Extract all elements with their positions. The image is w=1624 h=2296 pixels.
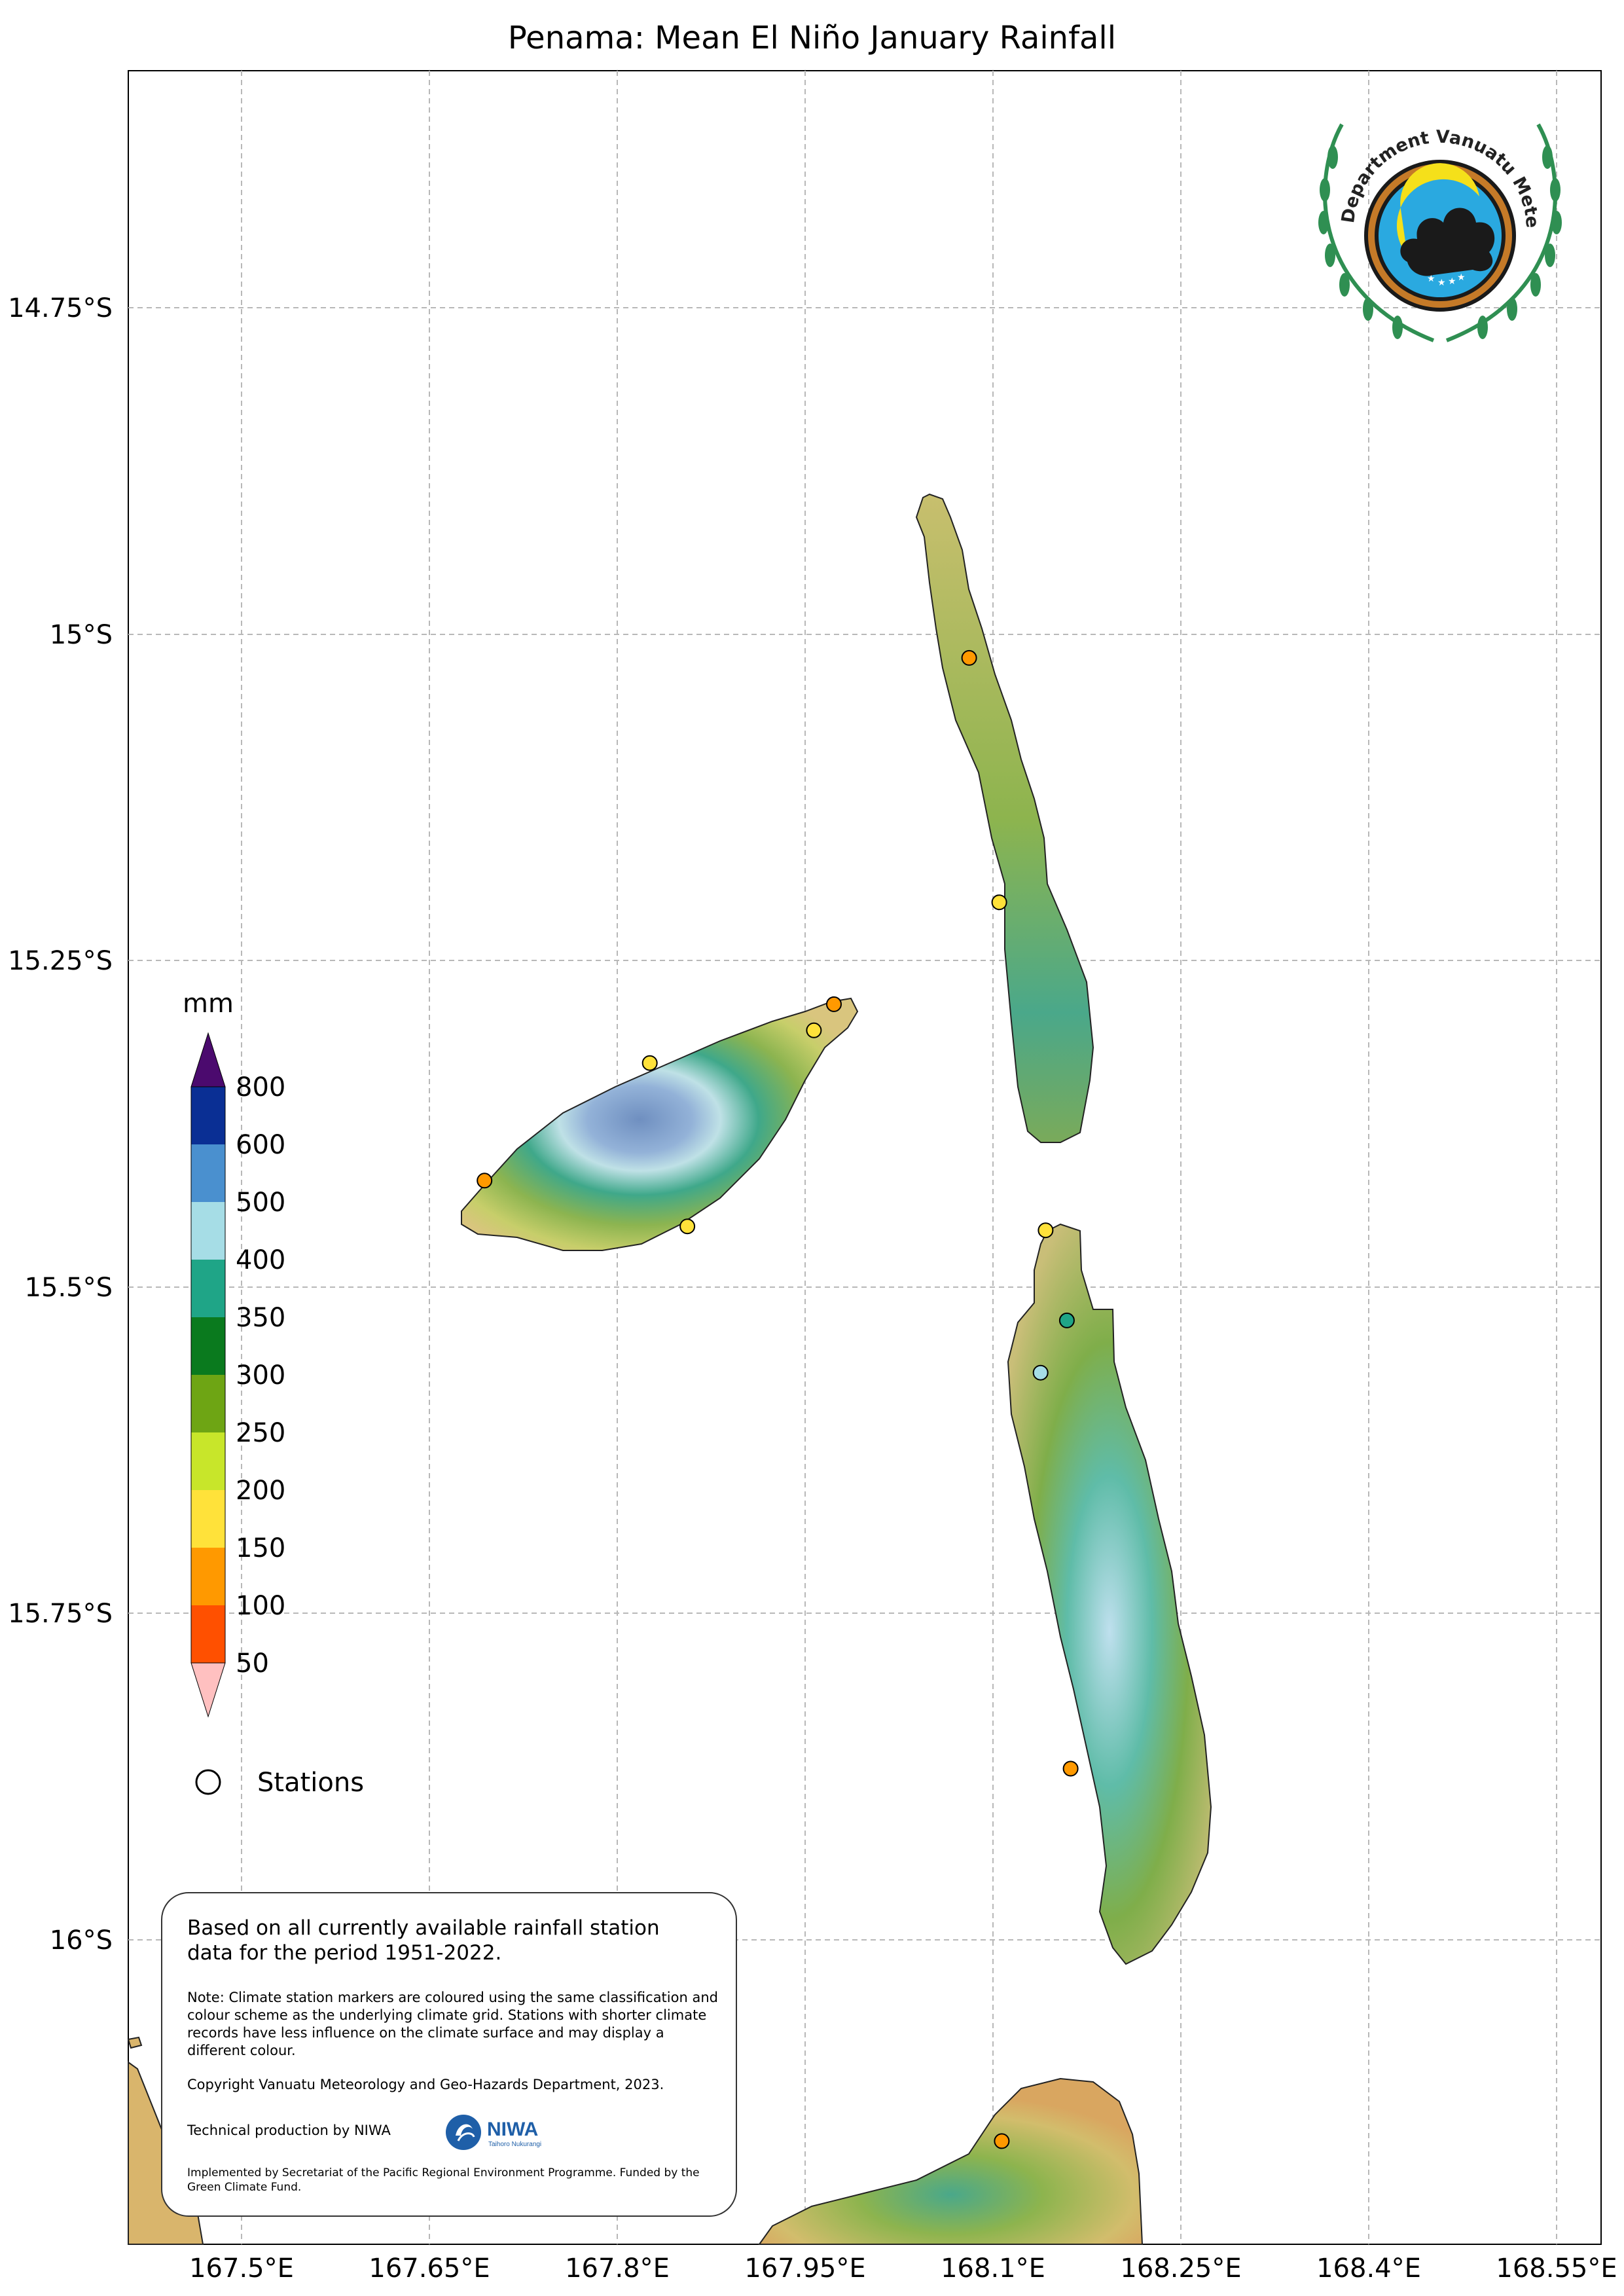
svg-text:★: ★ [1437,278,1446,288]
laurel-leaves [1318,145,1562,339]
lon-label-7: 168.4°E [1316,2253,1421,2284]
lon-label-3: 167.8°E [565,2253,670,2284]
island-south [758,2077,1144,2245]
colorbar: mm 50 100 150 200 250 300 350 400 500 600 800 [183,989,285,1718]
colorbar-tick-label: 800 [236,1072,285,1102]
colorbar-segment [191,1144,225,1202]
island-pentecost [1007,1223,1212,1965]
station-legend-label: Stations [257,1768,364,1798]
lat-label-2: 15°S [50,620,113,650]
station-marker [826,996,842,1012]
colorbar-labels: 50 100 150 200 250 300 350 400 500 600 800 [236,1072,285,1679]
lat-label-3: 15.25°S [8,946,113,976]
lon-label-8: 168.55°E [1496,2253,1617,2284]
niwa-logo: NIWA Taihoro Nukurangi [446,2115,541,2150]
colorbar-segment [191,1317,225,1375]
sun-icon [1396,163,1479,255]
island-ambae [461,997,859,1251]
colorbar-tick-label: 500 [236,1188,285,1218]
station-marker [994,2133,1010,2149]
colorbar-segment [191,1605,225,1663]
svg-text:★: ★ [1457,272,1466,283]
niwa-wordmark: NIWA [487,2119,538,2140]
colorbar-tick-label: 200 [236,1476,285,1506]
colorbar-outline [190,1086,226,1664]
station-marker [991,894,1007,911]
info-copyright: Copyright Vanuatu Meteorology and Geo-Ha… [187,2077,664,2092]
lat-label-6: 16°S [50,1925,113,1956]
svg-text:★: ★ [1427,274,1435,284]
lon-label-5: 168.1°E [941,2253,1045,2284]
longitude-labels: 167.5°E 167.65°E 167.8°E 167.95°E 168.1°… [189,2253,1617,2284]
cloud-icon [1400,208,1495,276]
niwa-subtitle: Taihoro Nukurangi [488,2141,541,2148]
station-marker [961,649,977,666]
stations-layer [477,649,1079,2149]
info-main-text: Based on all currently available rainfal… [187,1916,660,1965]
info-note-text: Note: Climate station markers are colour… [187,1990,718,2058]
colorbar-tick-label: 100 [236,1591,285,1621]
colorbar-segment [191,1202,225,1260]
lon-label-1: 167.5°E [189,2253,294,2284]
lon-label-2: 167.65°E [369,2253,490,2284]
colorbar-segment [191,1548,225,1605]
info-box: Based on all currently available rainfal… [161,1892,737,2217]
map-title: Penama: Mean El Niño January Rainfall [507,20,1117,56]
info-technical: Technical production by NIWA [187,2123,391,2138]
islet-west [127,2036,143,2049]
colorbar-segments [190,1032,226,1718]
lon-label-6: 168.25°E [1120,2253,1241,2284]
station-marker [679,1218,696,1235]
colorbar-tick-label: 250 [236,1418,285,1448]
station-marker [1038,1222,1054,1239]
latitude-labels: 14.75°S 15°S 15.25°S 15.5°S 15.75°S 16°S [8,293,113,1956]
svg-text:★: ★ [1448,276,1456,287]
colorbar-unit: mm [183,989,234,1019]
lon-label-4: 167.95°E [744,2253,865,2284]
colorbar-tick-label: 400 [236,1245,285,1275]
station-marker [1062,1760,1079,1777]
info-implemented: Implemented by Secretariat of the Pacifi… [187,2166,700,2194]
station-legend: Stations [195,1768,364,1798]
stars-icon: ★ ★ ★ ★ [1427,272,1466,288]
colorbar-segment [191,1432,225,1490]
station-marker [477,1173,493,1189]
station-marker [1058,1312,1075,1328]
colorbar-segment [191,1087,225,1144]
station-marker [806,1022,822,1038]
station-legend-marker [195,1769,221,1795]
lat-label-1: 14.75°S [8,293,113,323]
station-marker [1032,1364,1049,1381]
island-maewo [915,493,1094,1143]
lat-label-4: 15.5°S [25,1273,113,1303]
colorbar-segment [191,1260,225,1317]
department-logo: Department Vanuatu Meteorology and Geo-H… [1303,98,1562,342]
colorbar-tick-label: 300 [236,1360,285,1391]
colorbar-tick-label: 150 [236,1533,285,1563]
map-frame [128,70,1602,2245]
colorbar-tick-label: 350 [236,1303,285,1333]
lat-label-5: 15.75°S [8,1599,113,1629]
station-marker [641,1055,658,1071]
colorbar-tick-label: 600 [236,1130,285,1160]
colorbar-tick-label: 50 [236,1649,269,1679]
colorbar-segment [191,1375,225,1432]
colorbar-segment [191,1490,225,1548]
